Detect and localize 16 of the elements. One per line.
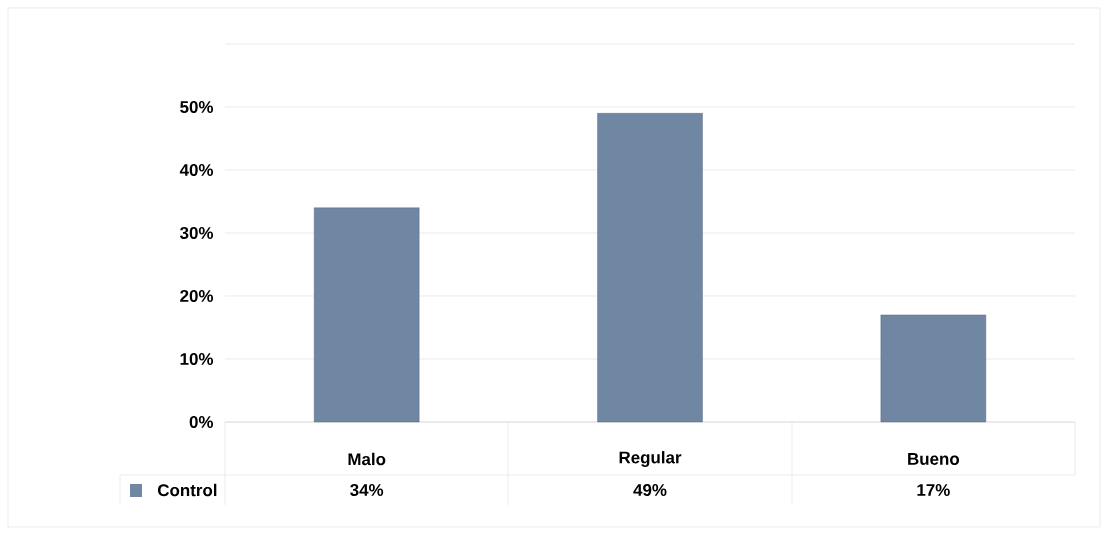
text: 17%	[917, 484, 950, 496]
y-tick-label: 10%	[180, 352, 214, 365]
bar	[597, 113, 703, 423]
y-tick-label: 20%	[180, 289, 214, 302]
y-tick-label: 40%	[179, 163, 214, 176]
y-tick-label: 50%	[180, 100, 214, 113]
y-tick-label: 30%	[179, 226, 214, 239]
text: 49%	[633, 483, 667, 496]
legend-label: Control	[157, 483, 217, 497]
x-tick-label: Malo	[348, 452, 386, 466]
x-tick-label: Bueno	[908, 453, 960, 465]
text: 34%	[350, 483, 384, 496]
bar	[880, 314, 987, 423]
x-tick-label: Regular	[619, 451, 682, 467]
bar	[313, 207, 420, 423]
y-tick-label: 0%	[189, 415, 214, 428]
